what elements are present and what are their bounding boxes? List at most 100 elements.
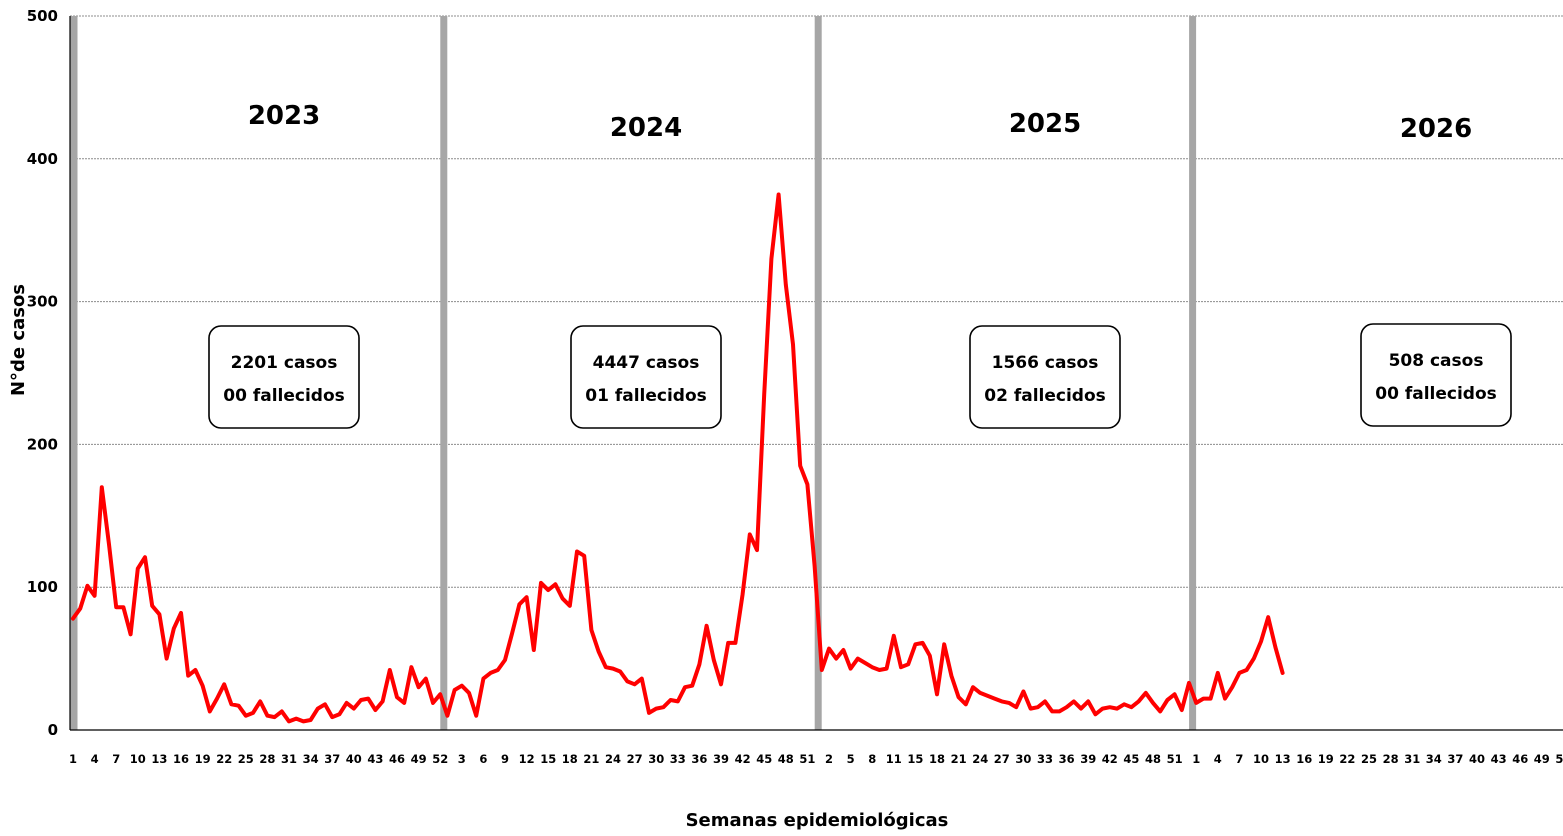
x-tick-label: 48 xyxy=(1145,752,1161,766)
x-tick-label: 30 xyxy=(1015,752,1031,766)
data-point xyxy=(777,192,781,197)
data-point xyxy=(1201,696,1205,701)
data-point xyxy=(1021,689,1025,694)
x-tick-label: 43 xyxy=(367,752,383,766)
data-point xyxy=(1129,705,1133,709)
x-tick-label: 13 xyxy=(151,752,167,766)
data-point xyxy=(258,699,262,704)
data-point xyxy=(330,715,334,719)
data-point xyxy=(712,658,716,662)
data-point xyxy=(1122,702,1126,706)
x-tick-label: 34 xyxy=(303,752,319,766)
data-point xyxy=(957,695,961,699)
x-tick-label: 36 xyxy=(1059,752,1075,766)
x-tick-label: 43 xyxy=(1491,752,1507,766)
data-point xyxy=(179,611,183,615)
data-point xyxy=(114,605,118,609)
data-point xyxy=(503,658,507,662)
x-tick-label: 3 xyxy=(458,752,466,766)
data-point xyxy=(820,668,824,672)
x-axis-label: Semanas epidemiológicas xyxy=(686,810,949,831)
data-point xyxy=(366,696,370,701)
data-point xyxy=(762,392,766,397)
data-point xyxy=(409,665,413,669)
data-point xyxy=(71,617,75,621)
x-tick-label: 19 xyxy=(195,752,211,766)
data-point xyxy=(1216,671,1220,675)
x-tick-label: 25 xyxy=(1361,752,1377,766)
y-tick-label: 500 xyxy=(27,7,58,25)
data-point xyxy=(993,696,997,701)
x-tick-label: 24 xyxy=(972,752,988,766)
data-point xyxy=(633,682,637,686)
data-point xyxy=(359,698,363,702)
cases-text: 4447 casos xyxy=(593,353,700,373)
deaths-text: 00 fallecidos xyxy=(223,386,345,406)
data-point xyxy=(604,665,608,669)
data-point xyxy=(1108,705,1112,709)
data-point xyxy=(402,701,406,705)
data-point xyxy=(294,716,298,721)
data-point xyxy=(942,642,946,646)
data-point xyxy=(1144,691,1148,695)
data-point xyxy=(1209,696,1213,701)
data-point xyxy=(784,282,788,287)
data-point xyxy=(978,691,982,695)
data-point xyxy=(316,706,320,711)
data-point xyxy=(165,657,169,661)
x-tick-label: 13 xyxy=(1275,752,1291,766)
data-point xyxy=(899,665,903,669)
x-tick-label: 28 xyxy=(259,752,275,766)
data-point xyxy=(525,595,529,599)
data-point xyxy=(1266,615,1270,619)
data-point xyxy=(1273,645,1277,649)
data-point xyxy=(676,699,680,704)
x-tick-label: 52 xyxy=(1555,752,1563,766)
data-point xyxy=(467,691,471,695)
data-point xyxy=(323,702,327,706)
x-tick-label: 1 xyxy=(69,752,77,766)
data-point xyxy=(546,588,550,592)
data-point xyxy=(388,668,392,672)
data-point xyxy=(597,649,601,654)
data-point xyxy=(1043,699,1047,704)
data-point xyxy=(870,665,874,669)
data-point xyxy=(928,654,932,658)
data-point xyxy=(611,666,615,671)
y-tick-labels: 0 100 200 300 400 500 xyxy=(27,7,58,739)
data-point xyxy=(287,719,291,724)
x-tick-label: 22 xyxy=(1339,752,1355,766)
data-point xyxy=(93,594,97,598)
data-point xyxy=(575,549,579,554)
data-point xyxy=(301,719,305,724)
axes xyxy=(69,16,1563,731)
data-point xyxy=(1029,706,1033,711)
data-point xyxy=(553,582,558,586)
data-point xyxy=(769,257,774,261)
data-point xyxy=(309,718,313,722)
data-point xyxy=(985,694,990,698)
data-point xyxy=(813,564,817,568)
year-label: 2025 xyxy=(1009,109,1081,139)
data-point xyxy=(877,668,882,672)
data-point xyxy=(107,542,111,546)
data-point xyxy=(431,701,435,705)
data-point xyxy=(1101,706,1105,711)
x-tick-label: 33 xyxy=(670,752,686,766)
x-tick-label: 7 xyxy=(112,752,120,766)
x-tick-label: 15 xyxy=(907,752,923,766)
data-point xyxy=(244,714,248,718)
data-point xyxy=(1194,701,1198,705)
x-tick-label: 51 xyxy=(799,752,815,766)
year-label: 2024 xyxy=(610,113,682,143)
data-point xyxy=(1165,698,1169,702)
data-point xyxy=(438,692,442,696)
data-point xyxy=(78,607,82,611)
data-point xyxy=(193,668,197,672)
data-point xyxy=(381,699,385,704)
data-point xyxy=(1007,701,1011,705)
data-point xyxy=(892,634,896,638)
x-tick-label: 8 xyxy=(868,752,876,766)
data-point xyxy=(150,604,154,608)
x-tick-label: 24 xyxy=(605,752,621,766)
